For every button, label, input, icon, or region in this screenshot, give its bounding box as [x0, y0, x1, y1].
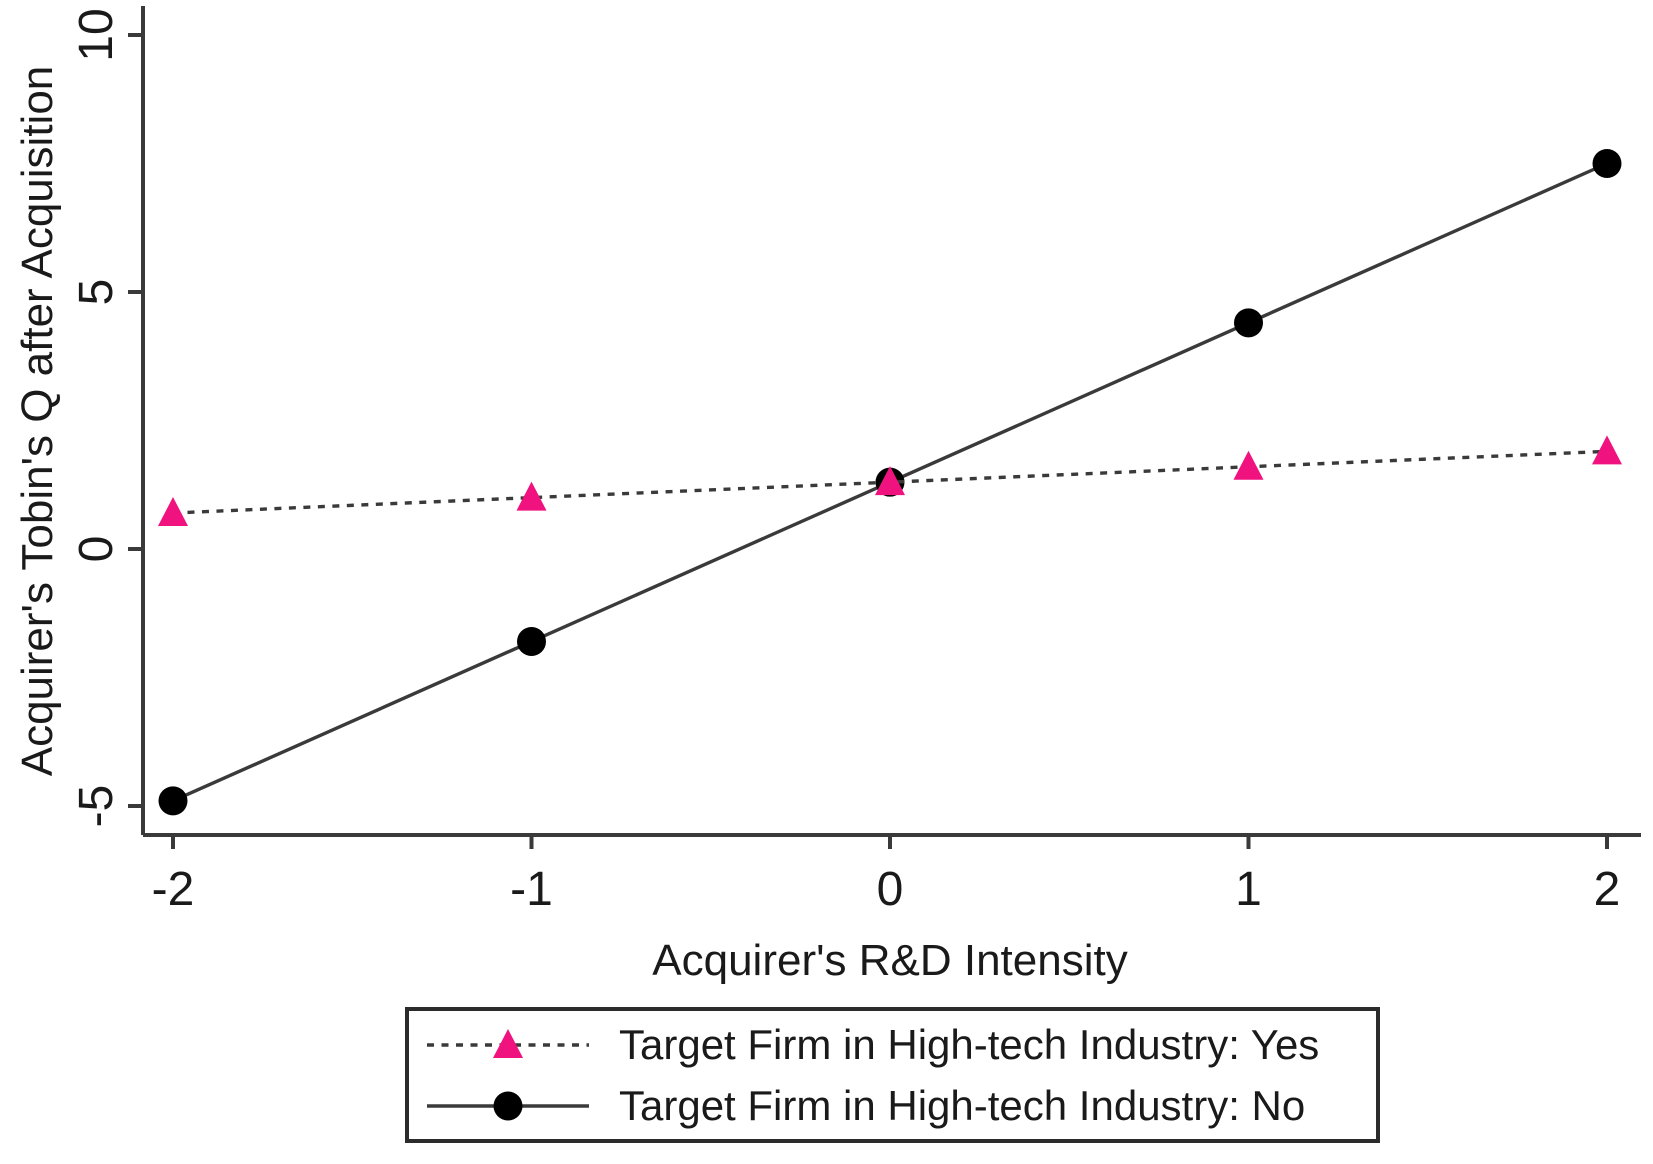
y-tick-label: 10: [70, 8, 123, 61]
data-point-triangle: [1233, 450, 1264, 480]
legend-label-yes: Target Firm in High-tech Industry: Yes: [619, 1020, 1320, 1068]
data-point-triangle: [158, 497, 188, 527]
series-yes: [158, 435, 1622, 527]
data-point-circle: [1234, 308, 1263, 338]
x-tick-label: -2: [152, 863, 195, 916]
data-point-circle: [1592, 149, 1622, 178]
data-point-triangle: [493, 1028, 523, 1058]
data-point-triangle: [516, 481, 547, 511]
legend-entry-yes: Target Firm in High-tech Industry: Yes: [423, 1014, 1376, 1075]
legend-sample-solid-circle-icon: [427, 1091, 589, 1120]
y-tick-label: -5: [70, 785, 123, 828]
x-tick-label: 2: [1594, 863, 1621, 916]
legend-sample-dashed-triangle-icon: [427, 1028, 589, 1058]
legend-entry-no: Target Firm in High-tech Industry: No: [423, 1075, 1376, 1136]
y-tick-label: 5: [70, 279, 123, 306]
x-tick-label: 1: [1235, 863, 1262, 916]
legend: Target Firm in High-tech Industry: Yes T…: [405, 1007, 1380, 1143]
axes: 10 5 0 -5 -2 -1 0 1 2: [70, 6, 1641, 916]
data-point-triangle: [875, 466, 905, 496]
x-tick-label: 0: [877, 863, 904, 916]
data-point-circle: [493, 1091, 523, 1120]
x-axis-title: Acquirer's R&D Intensity: [652, 936, 1128, 985]
data-point-circle: [158, 786, 188, 816]
data-point-triangle: [1592, 435, 1622, 465]
x-tick-label: -1: [510, 863, 553, 916]
y-axis-title: Acquirer's Tobin's Q after Acquisition: [13, 65, 62, 777]
data-point-circle: [517, 627, 546, 657]
series-group: [158, 149, 1622, 816]
y-tick-label: 0: [70, 536, 123, 563]
legend-label-no: Target Firm in High-tech Industry: No: [619, 1081, 1306, 1129]
